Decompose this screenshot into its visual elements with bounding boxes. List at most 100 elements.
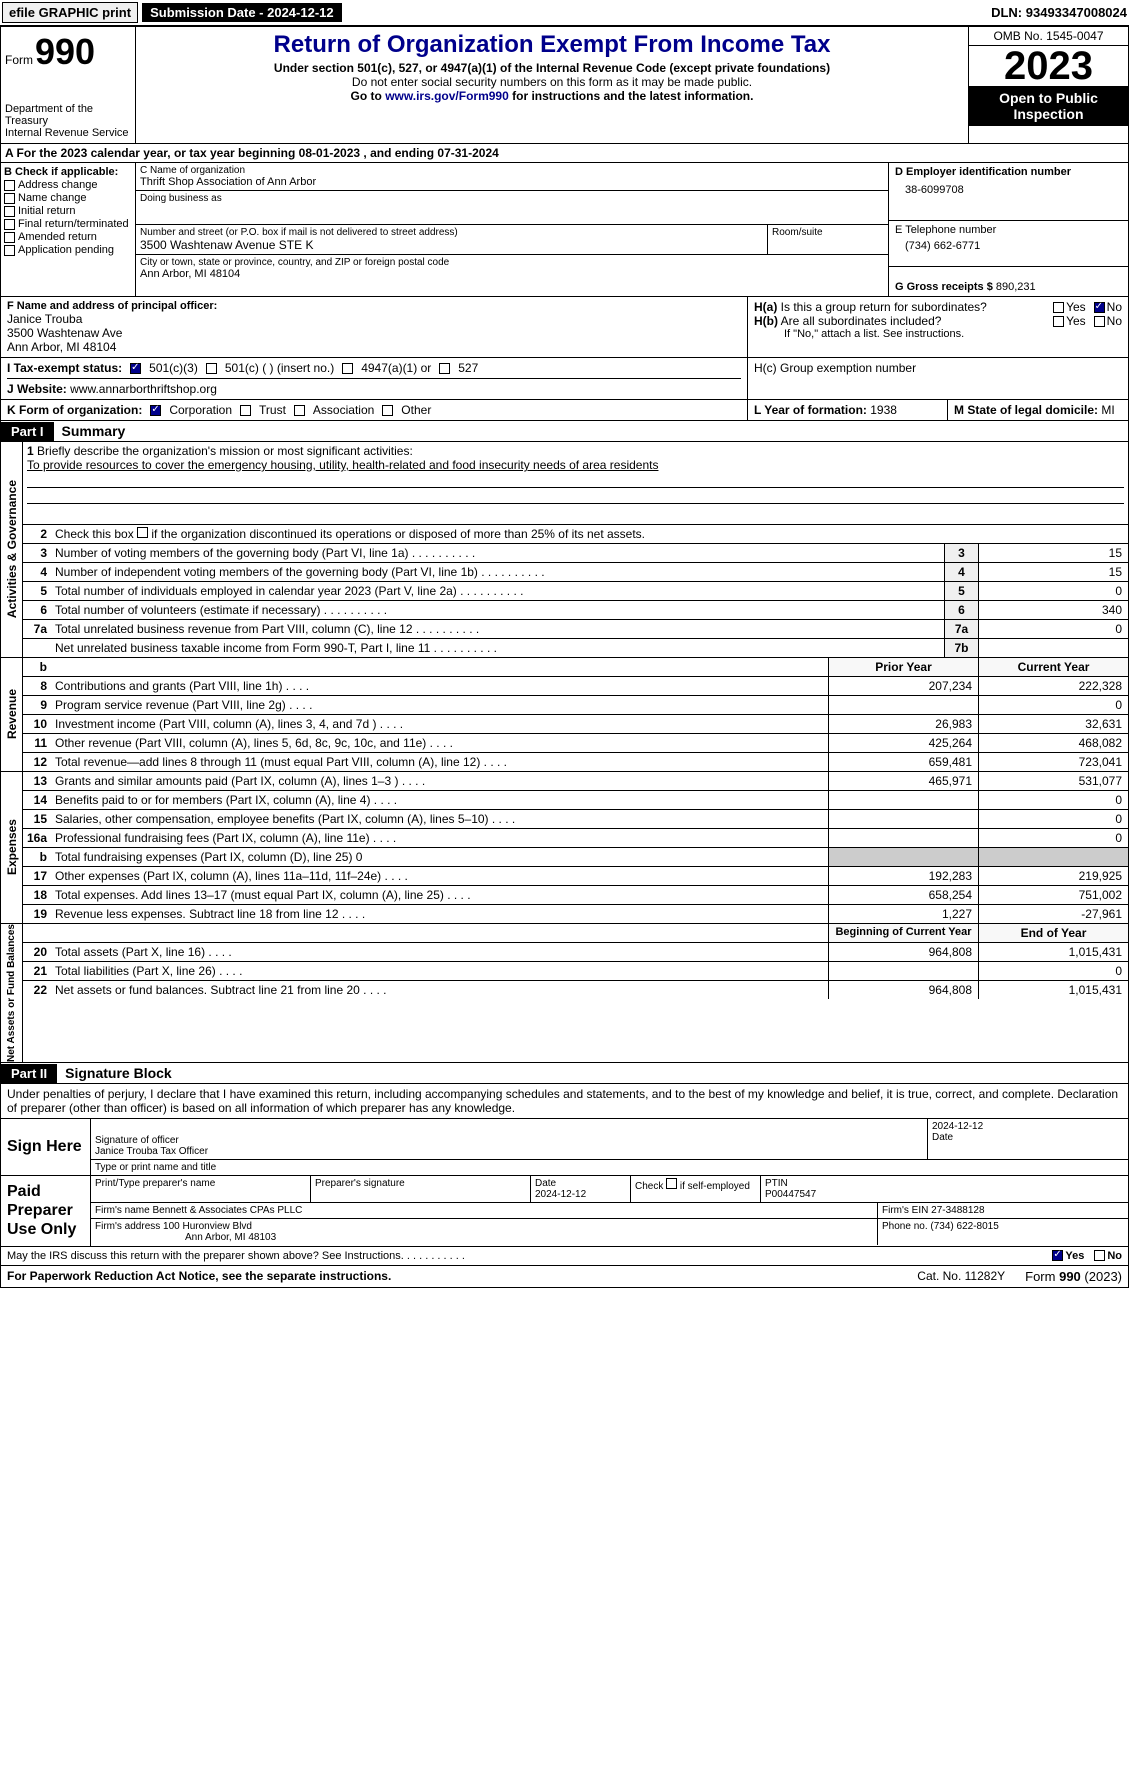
tax-status-label: I Tax-exempt status: (7, 361, 122, 375)
irs-label: Internal Revenue Service (5, 127, 131, 139)
subtitle-1: Under section 501(c), 527, or 4947(a)(1)… (140, 61, 964, 75)
hc-label: H(c) Group exemption number (754, 361, 1122, 375)
line-2: 2 Check this box if the organization dis… (23, 525, 1128, 544)
discontinued-checkbox[interactable] (137, 527, 148, 538)
firm-addr1: 100 Huronview Blvd (163, 1221, 252, 1232)
opt-527: 527 (458, 361, 478, 375)
prep-name-label: Print/Type preparer's name (91, 1176, 311, 1202)
prior-year-hdr: Prior Year (828, 658, 978, 676)
corp-checkbox[interactable] (150, 405, 161, 416)
ha-yes-checkbox[interactable] (1053, 302, 1064, 313)
irs-link[interactable]: www.irs.gov/Form990 (385, 89, 509, 103)
501c-checkbox[interactable] (206, 363, 217, 374)
sig-intro: Under penalties of perjury, I declare th… (1, 1084, 1128, 1119)
ein-row: D Employer identification number 38-6099… (889, 163, 1128, 221)
efile-button[interactable]: efile GRAPHIC print (2, 2, 138, 23)
table-row: 6Total number of volunteers (estimate if… (23, 601, 1128, 620)
na-vlabel: Net Assets or Fund Balances (1, 924, 23, 1062)
firm-addr2: Ann Arbor, MI 48103 (95, 1232, 276, 1243)
ha-no-checkbox[interactable] (1094, 302, 1105, 313)
form-title: Return of Organization Exempt From Incom… (140, 31, 964, 59)
firm-name-cell: Firm's name Bennett & Associates CPAs PL… (91, 1203, 878, 1218)
footer-left: For Paperwork Reduction Act Notice, see … (7, 1269, 897, 1284)
hc-box: H(c) Group exemption number (748, 358, 1128, 399)
table-row: bTotal fundraising expenses (Part IX, co… (23, 848, 1128, 867)
table-row: 8Contributions and grants (Part VIII, li… (23, 677, 1128, 696)
firm-ein-value: 27-3488128 (931, 1205, 984, 1216)
colb-checkbox[interactable] (4, 232, 15, 243)
tel-value: (734) 662-6771 (895, 236, 1122, 252)
table-row: 5Total number of individuals employed in… (23, 582, 1128, 601)
discuss-no-checkbox[interactable] (1094, 1250, 1105, 1261)
rev-header-row: b Prior Year Current Year (23, 658, 1128, 677)
hb-yes-checkbox[interactable] (1053, 316, 1064, 327)
dba-row: Doing business as (136, 191, 888, 225)
dept-treasury: Department of the Treasury (5, 103, 131, 127)
self-emp-checkbox[interactable] (666, 1178, 677, 1189)
colb-checkbox[interactable] (4, 193, 15, 204)
subtitle-2: Do not enter social security numbers on … (140, 75, 964, 89)
year-form-value: 1938 (870, 403, 897, 417)
year-form-label: L Year of formation: (754, 403, 870, 417)
trust-checkbox[interactable] (240, 405, 251, 416)
4947-checkbox[interactable] (342, 363, 353, 374)
yes-label: Yes (1066, 300, 1086, 314)
prep-sig-label: Preparer's signature (311, 1176, 531, 1202)
ein-value: 38-6099708 (895, 178, 1122, 196)
part1-header: Part I Summary (0, 421, 1129, 442)
firm-phone-label: Phone no. (882, 1221, 928, 1232)
table-row: 9Program service revenue (Part VIII, lin… (23, 696, 1128, 715)
submission-date-box: Submission Date - 2024-12-12 (142, 3, 342, 22)
colb-checkbox[interactable] (4, 245, 15, 256)
hb-no-checkbox[interactable] (1094, 316, 1105, 327)
other-checkbox[interactable] (382, 405, 393, 416)
table-row: 10Investment income (Part VIII, column (… (23, 715, 1128, 734)
colb-label: Address change (18, 179, 98, 191)
topbar: efile GRAPHIC print Submission Date - 20… (0, 0, 1129, 26)
officer-box: F Name and address of principal officer:… (1, 297, 748, 357)
section-ag: Activities & Governance 1 Briefly descri… (0, 442, 1129, 658)
period-mid: , and ending (363, 146, 437, 160)
blank-line (27, 490, 1124, 504)
table-row: 16aProfessional fundraising fees (Part I… (23, 829, 1128, 848)
dba-label: Doing business as (140, 193, 884, 204)
ag-label-text: Activities & Governance (5, 480, 19, 618)
sig-date-value: 2024-12-12 (932, 1121, 1124, 1132)
org-name-row: C Name of organization Thrift Shop Assoc… (136, 163, 888, 191)
table-row: 18Total expenses. Add lines 13–17 (must … (23, 886, 1128, 905)
firm-name-label: Firm's name (95, 1205, 150, 1216)
501c3-checkbox[interactable] (130, 363, 141, 374)
org-name-label: C Name of organization (140, 165, 884, 176)
goto-pre: Go to (351, 89, 386, 103)
part2-title: Signature Block (57, 1063, 180, 1083)
prep-date-label: Date (535, 1178, 626, 1189)
room-label: Room/suite (768, 225, 888, 254)
subtitle-3: Go to www.irs.gov/Form990 for instructio… (140, 89, 964, 103)
self-emp-cell: Check if self-employed (631, 1176, 761, 1202)
signature-block: Under penalties of perjury, I declare th… (0, 1084, 1129, 1266)
colb-checkbox[interactable] (4, 219, 15, 230)
blank-line (27, 474, 1124, 488)
part2-tag: Part II (1, 1064, 57, 1083)
table-row: 7aTotal unrelated business revenue from … (23, 620, 1128, 639)
assoc-checkbox[interactable] (294, 405, 305, 416)
blank-line (27, 506, 1124, 520)
opt-501c3: 501(c)(3) (149, 361, 198, 375)
table-row: 17Other expenses (Part IX, column (A), l… (23, 867, 1128, 886)
street-label: Number and street (or P.O. box if mail i… (140, 227, 763, 238)
sig-date-cell: 2024-12-12 Date (928, 1119, 1128, 1159)
officer-name: Janice Trouba (7, 312, 741, 326)
discuss-yes-checkbox[interactable] (1052, 1250, 1063, 1261)
colb-checkbox[interactable] (4, 206, 15, 217)
527-checkbox[interactable] (439, 363, 450, 374)
form-number: 990 (35, 31, 95, 73)
hb-label: H(b) Are all subordinates included? (754, 314, 1053, 328)
part2-header: Part II Signature Block (0, 1063, 1129, 1084)
ag-content: 1 Briefly describe the organization's mi… (23, 442, 1128, 657)
page-footer: For Paperwork Reduction Act Notice, see … (0, 1266, 1129, 1288)
colb-checkbox[interactable] (4, 180, 15, 191)
period-pre: A For the 2023 calendar year, or tax yea… (5, 146, 299, 160)
table-row: 14Benefits paid to or for members (Part … (23, 791, 1128, 810)
na-prior-hdr: Beginning of Current Year (828, 924, 978, 942)
opt-corp: Corporation (169, 403, 232, 417)
